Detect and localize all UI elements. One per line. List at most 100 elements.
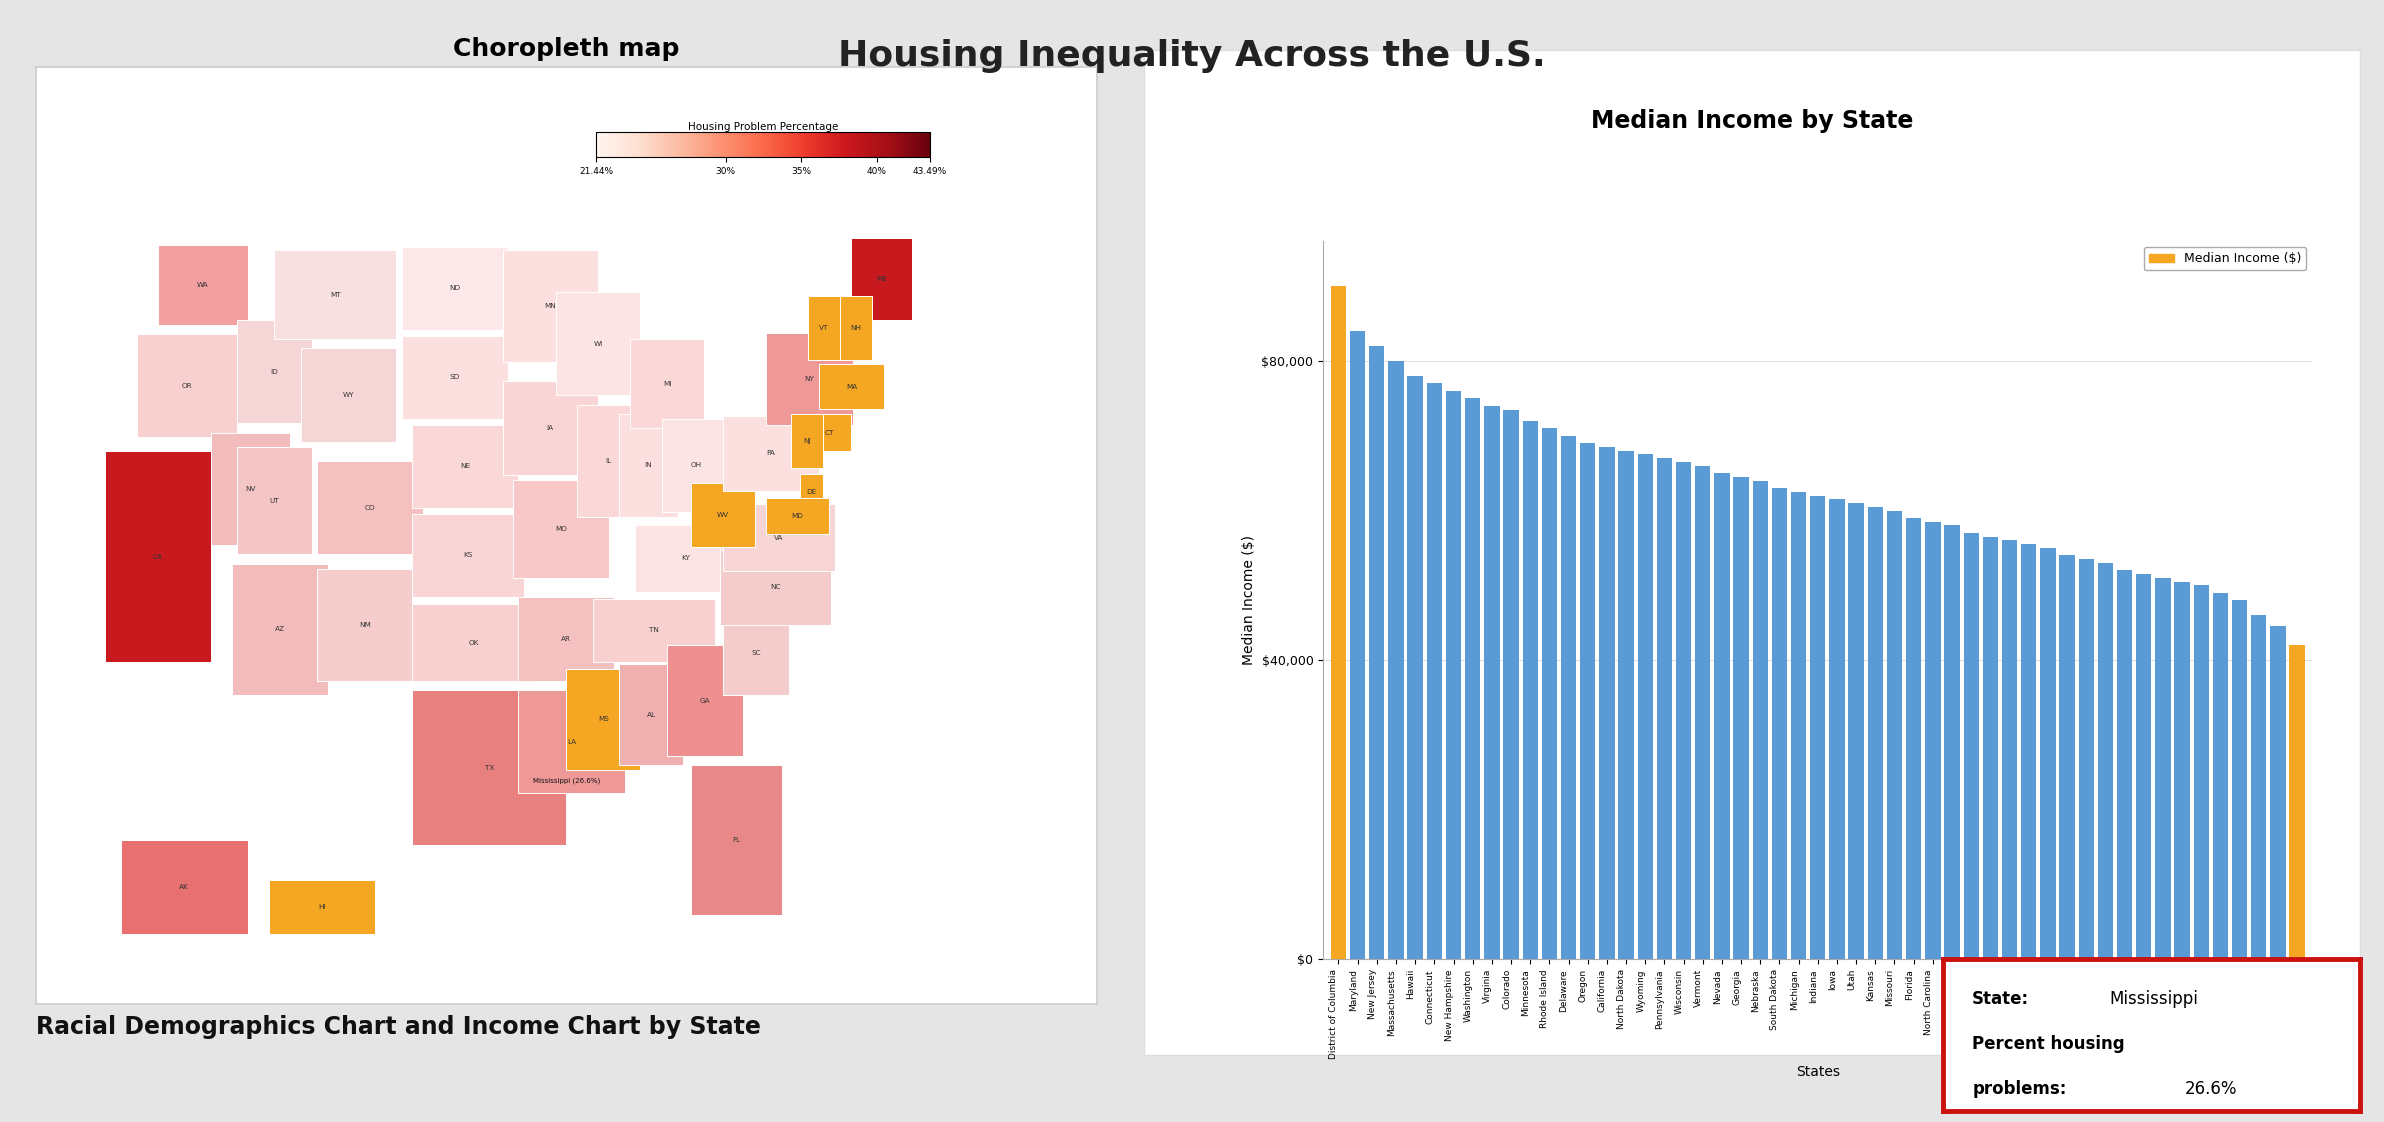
Bar xyxy=(1771,488,1788,959)
Text: NM: NM xyxy=(358,622,370,627)
FancyBboxPatch shape xyxy=(765,333,853,425)
Text: ND: ND xyxy=(448,285,460,292)
Bar xyxy=(2231,600,2248,959)
Text: CT: CT xyxy=(825,430,834,435)
FancyBboxPatch shape xyxy=(157,246,248,325)
FancyBboxPatch shape xyxy=(317,461,422,554)
Title: Housing Problem Percentage: Housing Problem Percentage xyxy=(687,121,839,131)
Text: OK: OK xyxy=(467,640,479,645)
FancyBboxPatch shape xyxy=(122,840,248,934)
FancyBboxPatch shape xyxy=(412,604,534,681)
Bar xyxy=(1964,533,1979,959)
FancyBboxPatch shape xyxy=(722,504,834,571)
Text: AK: AK xyxy=(179,884,188,890)
Bar xyxy=(1657,458,1671,959)
Bar xyxy=(2174,581,2191,959)
Y-axis label: Median Income ($): Median Income ($) xyxy=(1242,535,1256,665)
FancyBboxPatch shape xyxy=(851,238,913,320)
FancyBboxPatch shape xyxy=(634,524,737,592)
FancyBboxPatch shape xyxy=(620,664,682,765)
Bar xyxy=(1330,286,1347,959)
Text: ID: ID xyxy=(269,369,279,375)
Title: Choropleth map: Choropleth map xyxy=(453,37,679,62)
Text: AR: AR xyxy=(560,636,572,642)
Bar xyxy=(1619,451,1633,959)
Text: MA: MA xyxy=(846,384,858,389)
Bar xyxy=(1926,522,1941,959)
Bar xyxy=(1349,331,1366,959)
Text: TX: TX xyxy=(484,764,493,771)
FancyBboxPatch shape xyxy=(668,645,744,756)
FancyBboxPatch shape xyxy=(765,498,830,534)
FancyBboxPatch shape xyxy=(403,337,508,419)
Bar xyxy=(1752,480,1769,959)
FancyBboxPatch shape xyxy=(300,349,396,442)
FancyBboxPatch shape xyxy=(231,564,327,695)
X-axis label: States: States xyxy=(1795,1065,1840,1078)
FancyBboxPatch shape xyxy=(594,598,715,662)
Text: OH: OH xyxy=(691,462,701,469)
Text: HI: HI xyxy=(319,903,327,910)
Text: problems:: problems: xyxy=(1972,1080,2067,1098)
Text: State:: State: xyxy=(1972,990,2029,1008)
Text: NH: NH xyxy=(851,324,861,331)
FancyBboxPatch shape xyxy=(567,669,641,770)
FancyBboxPatch shape xyxy=(517,597,615,681)
Text: OR: OR xyxy=(181,383,193,389)
FancyBboxPatch shape xyxy=(274,250,396,339)
Bar xyxy=(1542,429,1557,959)
FancyBboxPatch shape xyxy=(317,569,412,681)
Text: PA: PA xyxy=(768,450,775,457)
Bar xyxy=(1426,384,1442,959)
Bar xyxy=(2193,586,2210,959)
Bar xyxy=(1867,507,1883,959)
Bar xyxy=(1581,443,1595,959)
Bar xyxy=(2060,555,2074,959)
Bar xyxy=(1733,477,1750,959)
Text: MT: MT xyxy=(329,292,341,297)
Text: WI: WI xyxy=(594,341,603,347)
Bar xyxy=(2117,570,2131,959)
FancyBboxPatch shape xyxy=(691,484,756,548)
Bar xyxy=(2155,578,2169,959)
Text: Housing Inequality Across the U.S.: Housing Inequality Across the U.S. xyxy=(839,39,1545,73)
Text: KS: KS xyxy=(462,552,472,559)
Text: IN: IN xyxy=(644,462,653,469)
FancyBboxPatch shape xyxy=(691,765,782,916)
Text: MS: MS xyxy=(598,716,608,723)
Text: VT: VT xyxy=(820,324,830,331)
Text: Percent housing: Percent housing xyxy=(1972,1034,2124,1054)
Bar xyxy=(1445,390,1461,959)
FancyBboxPatch shape xyxy=(808,414,851,451)
Text: Mississippi (26.6%): Mississippi (26.6%) xyxy=(532,778,601,784)
Text: FL: FL xyxy=(732,837,741,844)
Bar xyxy=(2079,559,2093,959)
FancyBboxPatch shape xyxy=(210,433,291,545)
Text: AL: AL xyxy=(646,711,656,718)
Text: AZ: AZ xyxy=(274,626,284,633)
Bar xyxy=(1504,410,1519,959)
Bar xyxy=(1562,435,1576,959)
FancyBboxPatch shape xyxy=(577,405,641,517)
Text: DE: DE xyxy=(806,489,815,495)
Bar xyxy=(1523,421,1538,959)
FancyBboxPatch shape xyxy=(722,610,789,695)
Text: WY: WY xyxy=(343,393,355,398)
Text: WV: WV xyxy=(718,512,730,518)
Text: MN: MN xyxy=(544,303,555,310)
Bar xyxy=(1983,536,1998,959)
FancyBboxPatch shape xyxy=(620,414,677,517)
Text: NE: NE xyxy=(460,463,470,469)
Text: CO: CO xyxy=(365,505,374,511)
Text: MO: MO xyxy=(555,526,567,532)
Bar xyxy=(2250,615,2267,959)
FancyBboxPatch shape xyxy=(503,250,598,362)
FancyBboxPatch shape xyxy=(513,479,608,578)
FancyBboxPatch shape xyxy=(555,292,641,395)
FancyBboxPatch shape xyxy=(791,414,822,468)
Text: MD: MD xyxy=(791,513,803,519)
Text: 26.6%: 26.6% xyxy=(2184,1080,2239,1098)
Bar xyxy=(2136,574,2150,959)
FancyBboxPatch shape xyxy=(799,473,822,509)
Text: GA: GA xyxy=(701,698,710,703)
